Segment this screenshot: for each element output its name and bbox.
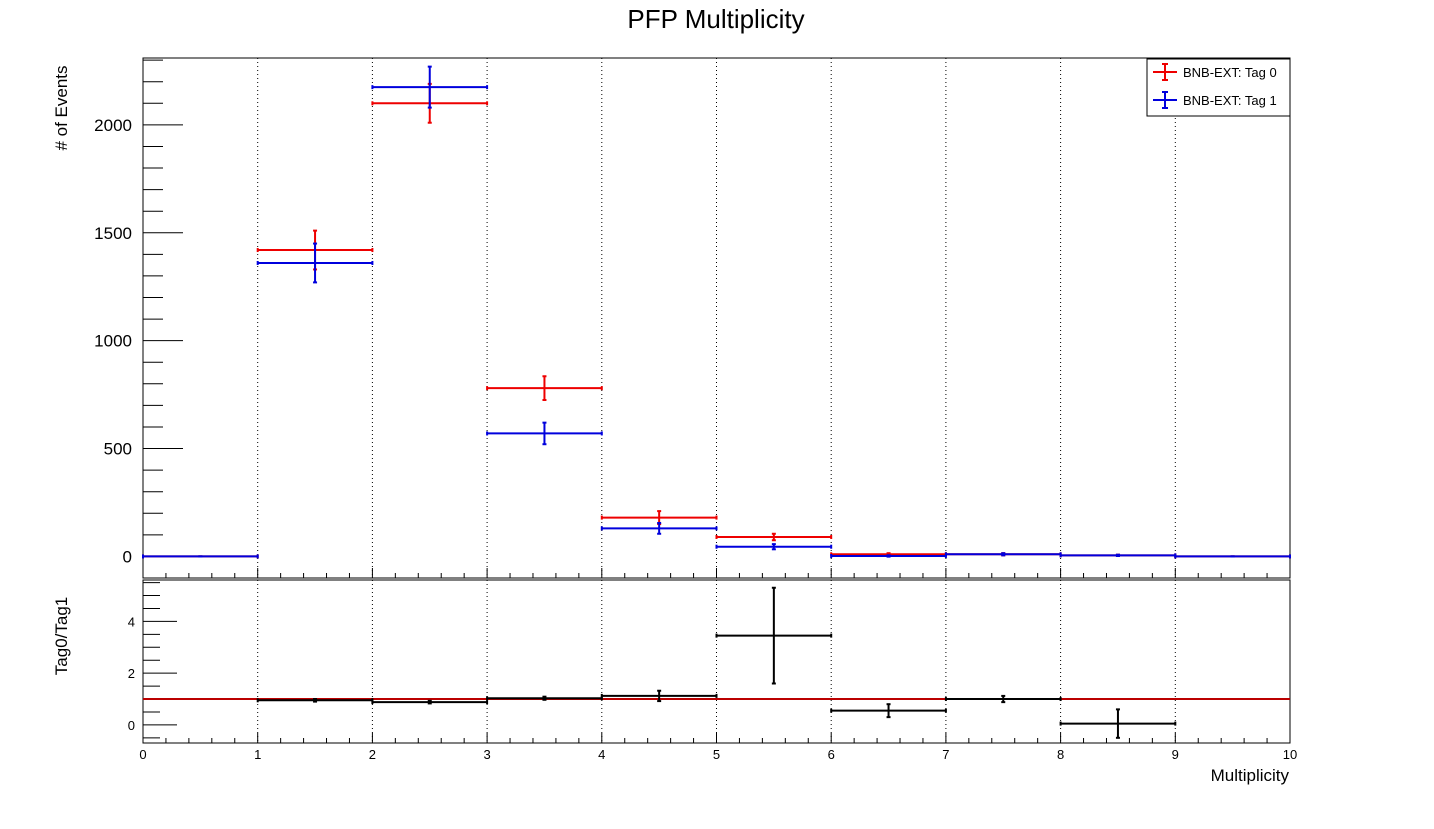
x-tick-label: 2: [369, 747, 376, 762]
series1-point: [715, 543, 833, 551]
x-tick-label: 8: [1057, 747, 1064, 762]
x-axis-label: Multiplicity: [1211, 766, 1290, 785]
bottom-y-tick-label: 4: [128, 614, 135, 629]
ratio-point: [1059, 708, 1177, 739]
series1-point: [142, 554, 259, 559]
series0-point: [600, 510, 718, 526]
series1-point: [371, 65, 489, 109]
bottom-grid: [257, 580, 1176, 743]
x-tick-label: 9: [1172, 747, 1179, 762]
ratio-point: [830, 703, 947, 719]
series1-point: [944, 552, 1062, 557]
top-y-tick-label: 0: [123, 547, 132, 566]
series0-point: [486, 375, 603, 401]
ratio-series: [256, 586, 1177, 739]
series1-point: [256, 242, 374, 284]
bottom-y-tick-label: 2: [128, 666, 135, 681]
series1-point: [1174, 554, 1291, 559]
bottom-y-axis-label: Tag0/Tag1: [52, 597, 71, 675]
ratio-point: [371, 699, 489, 705]
legend-marker-tag0: [1153, 63, 1177, 81]
top-y-axis-label: # of Events: [52, 65, 71, 150]
chart-title: PFP Multiplicity: [627, 4, 804, 34]
ratio-point: [715, 586, 833, 685]
x-tick-label: 10: [1283, 747, 1297, 762]
top-y-tick-label: 500: [104, 440, 132, 459]
bottom-y-axis: 0 2 4: [128, 582, 177, 739]
x-tick-label: 1: [254, 747, 261, 762]
top-x-ticks: [142, 568, 1291, 578]
ratio-point: [600, 689, 718, 703]
bottom-y-tick-label: 0: [128, 718, 135, 733]
bottom-panel: 0 2 4 0 1 2 3 4 5 6 7 8 9 10 Tag0/Tag1: [52, 579, 1297, 762]
ratio-point: [944, 694, 1062, 704]
top-y-tick-label: 1500: [94, 224, 132, 243]
top-grid: [257, 58, 1176, 578]
legend-box: [1146, 58, 1291, 117]
x-tick-label: 7: [942, 747, 949, 762]
top-y-axis: 0 500 1000 1500 2000: [94, 59, 183, 579]
top-y-tick-label: 2000: [94, 116, 132, 135]
series1-point: [1059, 553, 1177, 558]
x-tick-label: 6: [828, 747, 835, 762]
legend-label-tag1: BNB-EXT: Tag 1: [1183, 93, 1277, 108]
top-panel: 0 500 1000 1500 2000 # of Events: [52, 57, 1291, 579]
ratio-point: [486, 695, 603, 701]
x-tick-label: 3: [483, 747, 490, 762]
x-tick-label: 4: [598, 747, 605, 762]
series1-point: [486, 421, 603, 446]
x-tick-label: 0: [139, 747, 146, 762]
top-series: [142, 65, 1291, 559]
series1-point: [600, 521, 718, 535]
x-tick-label: 5: [713, 747, 720, 762]
legend: BNB-EXT: Tag 0 BNB-EXT: Tag 1: [1146, 58, 1291, 117]
legend-label-tag0: BNB-EXT: Tag 0: [1183, 65, 1277, 80]
legend-marker-tag1: [1153, 91, 1177, 109]
top-y-tick-label: 1000: [94, 332, 132, 351]
series0-point: [715, 532, 833, 542]
bottom-x-axis: 0 1 2 3 4 5 6 7 8 9 10: [139, 733, 1297, 762]
